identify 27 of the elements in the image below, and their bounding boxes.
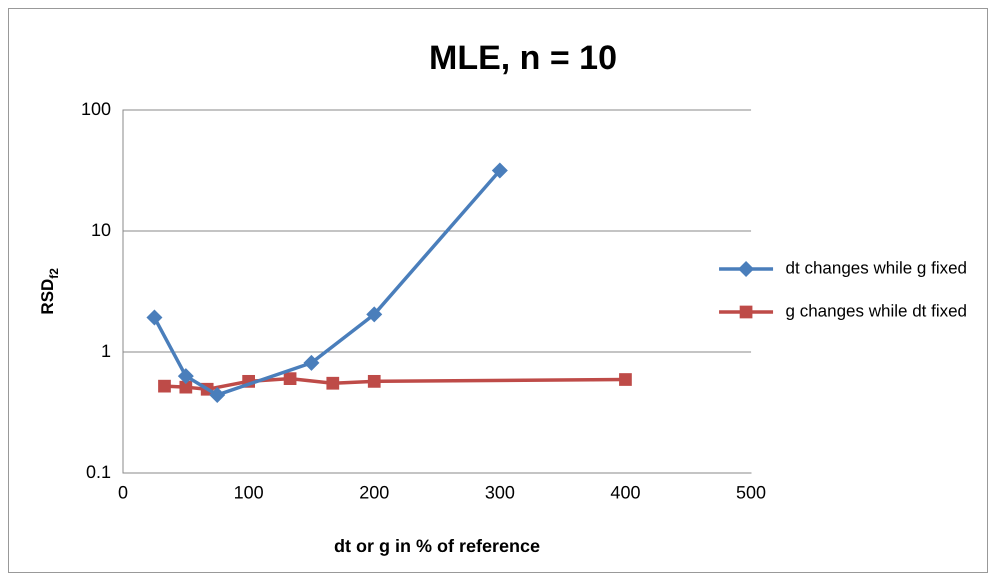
y-axis-title: RSDf2 [38,268,61,315]
x-tick-label: 0 [118,482,128,503]
legend-label: dt changes while g fixed [786,258,968,278]
chart-title: MLE, n = 10 [429,38,617,77]
point [366,306,382,322]
point [326,376,340,390]
x-tick-label: 300 [484,482,515,503]
point [303,354,320,371]
point [178,368,194,384]
point [179,380,192,394]
point [368,374,381,388]
point [158,380,171,393]
y-tick-label: 10 [91,220,112,240]
point [146,310,162,326]
y-tick-label: 0.1 [86,462,112,482]
y-tick-label: 1 [101,340,112,361]
point [284,372,296,386]
y-tick-label: 100 [80,98,112,119]
point [619,373,632,386]
point [209,386,226,403]
x-tick-label: 200 [359,482,390,503]
x-tick-label: 400 [610,482,640,503]
x-tick-label: 500 [736,482,766,503]
x-axis-title: dt or g in % of reference [334,536,540,556]
legend-label: g changes while dt fixed [786,302,968,321]
x-tick-label: 100 [234,482,264,503]
point [492,162,508,179]
